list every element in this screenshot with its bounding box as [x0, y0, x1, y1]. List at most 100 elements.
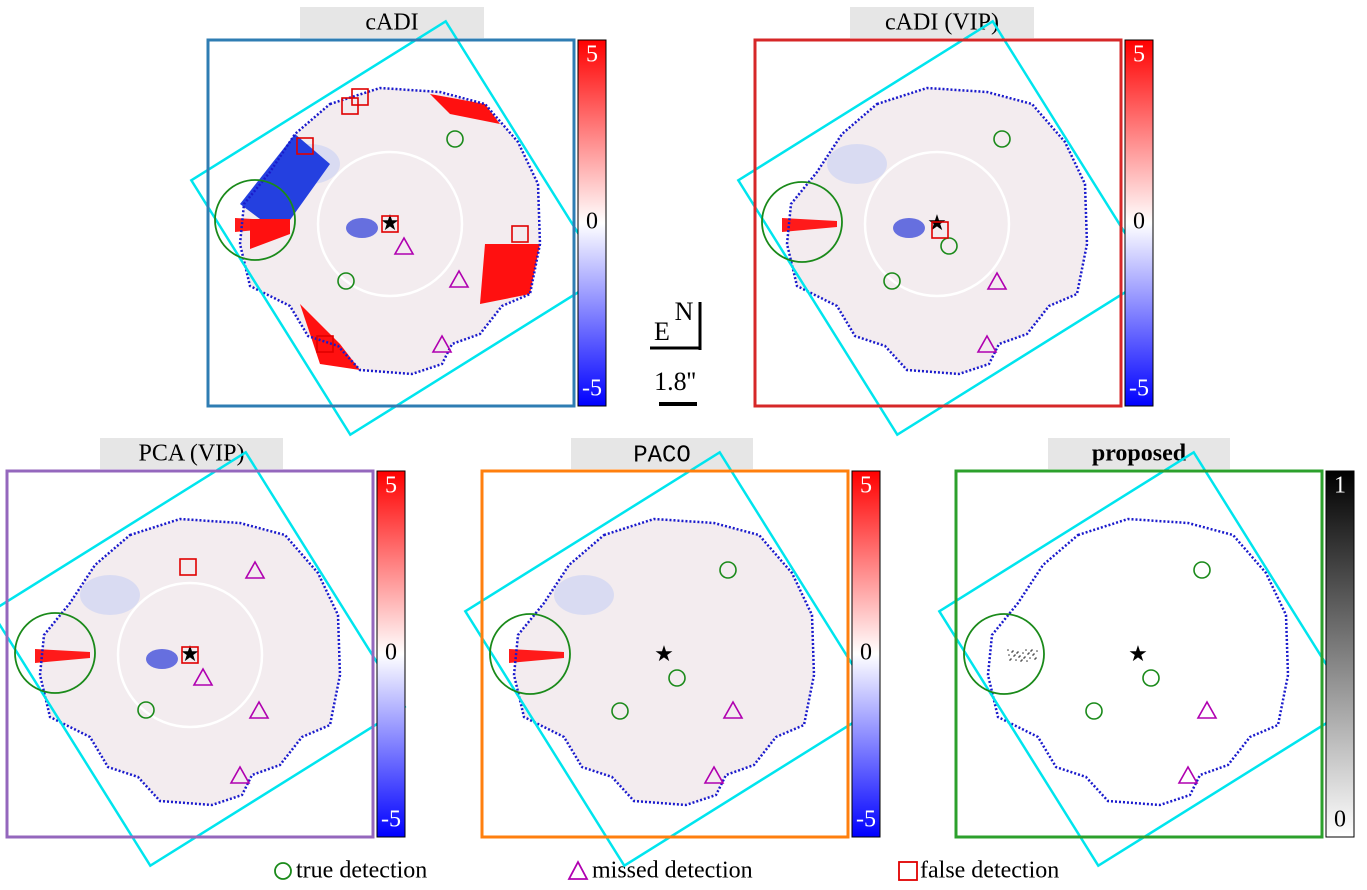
pixel [1012, 650, 1014, 652]
title-box [850, 7, 1034, 38]
pixel [1019, 655, 1021, 657]
missed-detection [1177, 765, 1199, 784]
missed-detection [448, 269, 470, 288]
panel-frame [5, 469, 375, 839]
pixel [1009, 659, 1011, 661]
true-detection [137, 701, 155, 719]
true-detection [611, 702, 629, 720]
colorbar-label: 1 [1334, 473, 1346, 499]
pixel [1020, 660, 1022, 662]
false-detection [316, 335, 334, 353]
colorbar [577, 39, 607, 407]
pixel [1025, 649, 1027, 651]
colorbar-label: -5 [1129, 376, 1149, 402]
missed-detection [229, 765, 251, 784]
excluded-region [761, 181, 843, 263]
colorbar-label: 0 [1133, 209, 1145, 235]
missed-detection [703, 765, 725, 784]
true-detection [337, 272, 355, 290]
pixel [1021, 659, 1023, 661]
pixel [1007, 649, 1009, 651]
residual-patch [480, 244, 540, 304]
colorbar-label: 5 [1133, 42, 1145, 68]
false-detection [181, 646, 199, 664]
mask-edge [38, 517, 342, 807]
missed-detection [244, 560, 266, 579]
true-detection [719, 561, 737, 579]
east-label: E [654, 317, 670, 346]
panel: PCA (VIP)★50-5 [0, 438, 407, 868]
missed-detection [986, 271, 1008, 290]
pixel [1015, 659, 1017, 661]
colorbar-label: -5 [381, 807, 401, 833]
pixel [1011, 651, 1013, 653]
pixel [1031, 649, 1033, 651]
colorbar-label: 0 [1334, 807, 1346, 833]
excluded-region [214, 179, 296, 261]
star: ★ [654, 641, 674, 666]
false-detection [296, 137, 314, 155]
pixel [1035, 657, 1037, 659]
true-detection [1085, 702, 1103, 720]
false-detection [511, 225, 529, 243]
colorbar-label: 5 [385, 473, 397, 499]
speckle [893, 218, 925, 238]
pixel [1013, 655, 1015, 657]
panel: PACO ★ 5 0 -5 [463, 438, 881, 868]
pixel [1010, 658, 1012, 660]
panel-title: cADI (VIP) [885, 10, 999, 36]
false-detection [351, 88, 369, 106]
star-streak [35, 649, 90, 663]
residual-patch [240, 134, 330, 234]
legend-label: false detection [920, 858, 1059, 884]
panel: proposed ★ 1 0 [937, 438, 1355, 868]
mask-edge [512, 517, 816, 807]
mask-edge [986, 517, 1290, 807]
panel-title: PCA (VIP) [138, 441, 244, 467]
residual-patch [250, 219, 290, 249]
missed-detection [722, 700, 744, 719]
legend-label: true detection [296, 858, 427, 884]
ring [316, 150, 464, 298]
panel-title: proposed [1092, 441, 1187, 467]
true-detection [668, 669, 686, 687]
pixel [1026, 660, 1028, 662]
colorbar-label: -5 [582, 376, 602, 402]
colorbar-label: 0 [385, 640, 397, 666]
residual-patch [300, 304, 360, 370]
panel: cADI★50-5 [189, 7, 607, 437]
noise-glow [80, 575, 140, 615]
pixel [1029, 657, 1031, 659]
pixel [1033, 653, 1035, 655]
ring [863, 150, 1011, 298]
pixel [1034, 658, 1036, 660]
star-streak [782, 218, 837, 232]
pixel [1014, 654, 1016, 656]
mask-edge [238, 86, 542, 376]
colorbar-label: 5 [586, 42, 598, 68]
pixel [1024, 656, 1026, 658]
ring [116, 581, 264, 729]
panel-title: PACO [633, 442, 691, 469]
true-detection [883, 272, 901, 290]
colorbar-label: -5 [856, 807, 876, 833]
pixel [1023, 657, 1025, 659]
false-detection [179, 558, 197, 576]
north-label: N [675, 297, 694, 326]
false-detection [381, 215, 399, 233]
pixel [1008, 654, 1010, 656]
panel-frame [954, 469, 1324, 839]
pixel [1017, 651, 1019, 653]
star-streak [509, 649, 564, 663]
excluded-region [963, 613, 1045, 695]
missed-detection [393, 236, 415, 255]
star: ★ [1128, 641, 1148, 666]
panel-frame [753, 38, 1123, 408]
panel: cADI (VIP)★50-5 [736, 7, 1154, 437]
true-detection [446, 130, 464, 148]
pixel [1028, 652, 1030, 654]
colorbar-label: 5 [860, 473, 872, 499]
pixel [1022, 652, 1024, 654]
missed-detection [192, 667, 214, 686]
compass: N E 1.8'' [650, 297, 702, 406]
